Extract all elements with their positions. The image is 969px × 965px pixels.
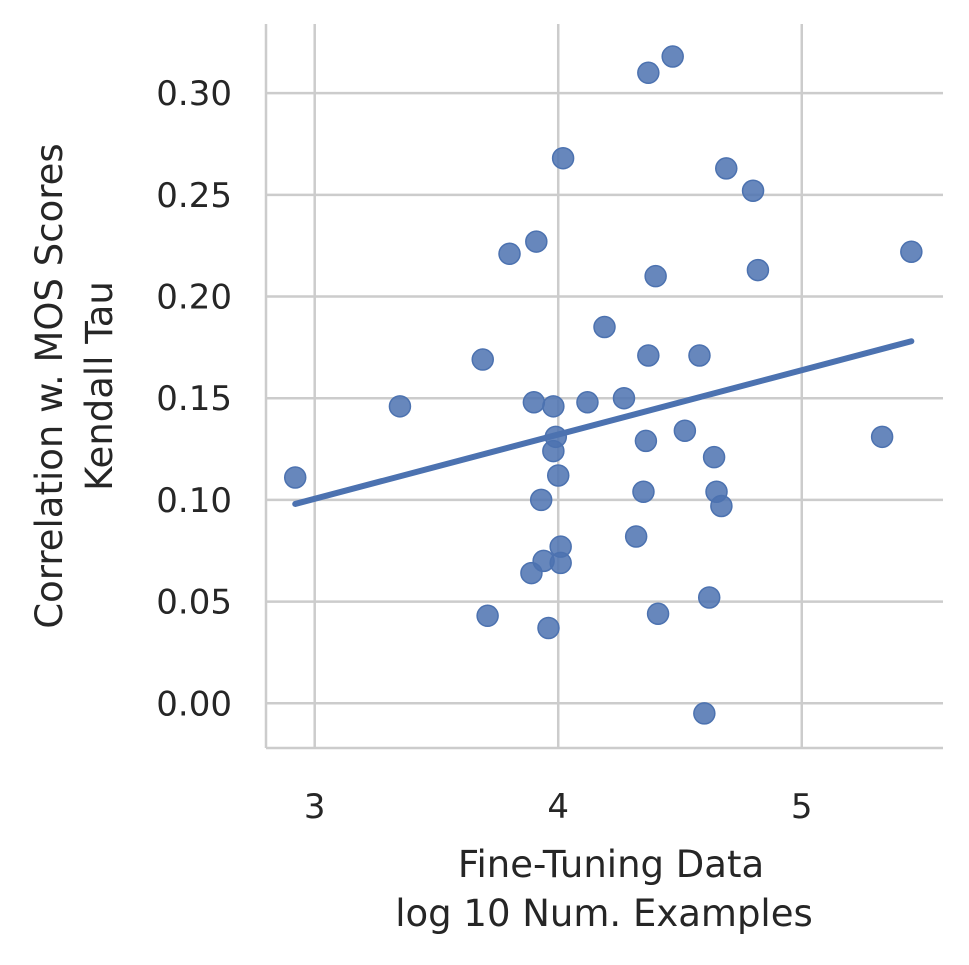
y-tick-label: 0.00 xyxy=(156,684,232,724)
data-point xyxy=(644,264,667,288)
data-point xyxy=(576,391,599,414)
x-axis-title-line-1: Fine-Tuning Data xyxy=(458,843,764,886)
axis-spines xyxy=(264,24,943,750)
y-tick-labels: 0.00 0.05 0.10 0.15 0.20 0.25 0.30 xyxy=(156,74,232,724)
data-point xyxy=(637,344,660,367)
data-point xyxy=(546,464,570,487)
data-point xyxy=(537,616,560,640)
data-point xyxy=(549,551,572,575)
data-point xyxy=(593,315,616,339)
y-tick-label: 0.15 xyxy=(156,379,232,419)
y-tick-label: 0.25 xyxy=(156,176,232,216)
data-point xyxy=(388,395,412,418)
data-point xyxy=(646,602,670,626)
data-point xyxy=(746,258,770,282)
y-tick-label: 0.05 xyxy=(156,583,232,623)
y-axis-title-line-1: Correlation w. MOS Scores xyxy=(28,143,71,628)
data-point xyxy=(551,146,575,170)
data-point xyxy=(525,230,548,253)
grid-lines xyxy=(266,24,943,748)
data-point xyxy=(612,386,636,410)
data-point xyxy=(870,425,894,449)
data-point xyxy=(741,179,765,203)
data-point xyxy=(693,702,716,725)
y-tick-label: 0.20 xyxy=(156,278,232,318)
data-point xyxy=(632,480,655,504)
data-point xyxy=(624,525,648,548)
data-point xyxy=(688,344,711,367)
y-tick-label: 0.30 xyxy=(156,74,232,114)
data-point xyxy=(471,348,494,371)
data-point xyxy=(715,157,738,180)
trend-line xyxy=(292,338,915,507)
x-tick-label: 4 xyxy=(547,787,569,827)
data-point xyxy=(498,242,521,266)
data-point xyxy=(661,45,684,68)
data-point xyxy=(702,445,726,469)
x-tick-labels: 3 4 5 xyxy=(304,787,813,827)
data-point xyxy=(522,391,546,414)
data-point xyxy=(900,240,923,264)
x-axis-title-line-2: log 10 Num. Examples xyxy=(395,892,813,935)
data-point xyxy=(542,395,565,418)
data-point xyxy=(637,61,660,85)
regression-line xyxy=(292,338,915,507)
data-point xyxy=(634,429,658,453)
data-point xyxy=(697,586,721,609)
y-axis-title-line-2: Kendall Tau xyxy=(78,281,121,491)
x-tick-label: 5 xyxy=(791,787,813,827)
data-points xyxy=(283,45,923,725)
data-point xyxy=(283,466,307,489)
data-point xyxy=(476,604,499,628)
data-point xyxy=(673,419,697,442)
x-tick-label: 3 xyxy=(304,787,326,827)
data-point xyxy=(710,494,733,518)
y-tick-label: 0.10 xyxy=(156,481,232,521)
data-point xyxy=(529,488,553,512)
